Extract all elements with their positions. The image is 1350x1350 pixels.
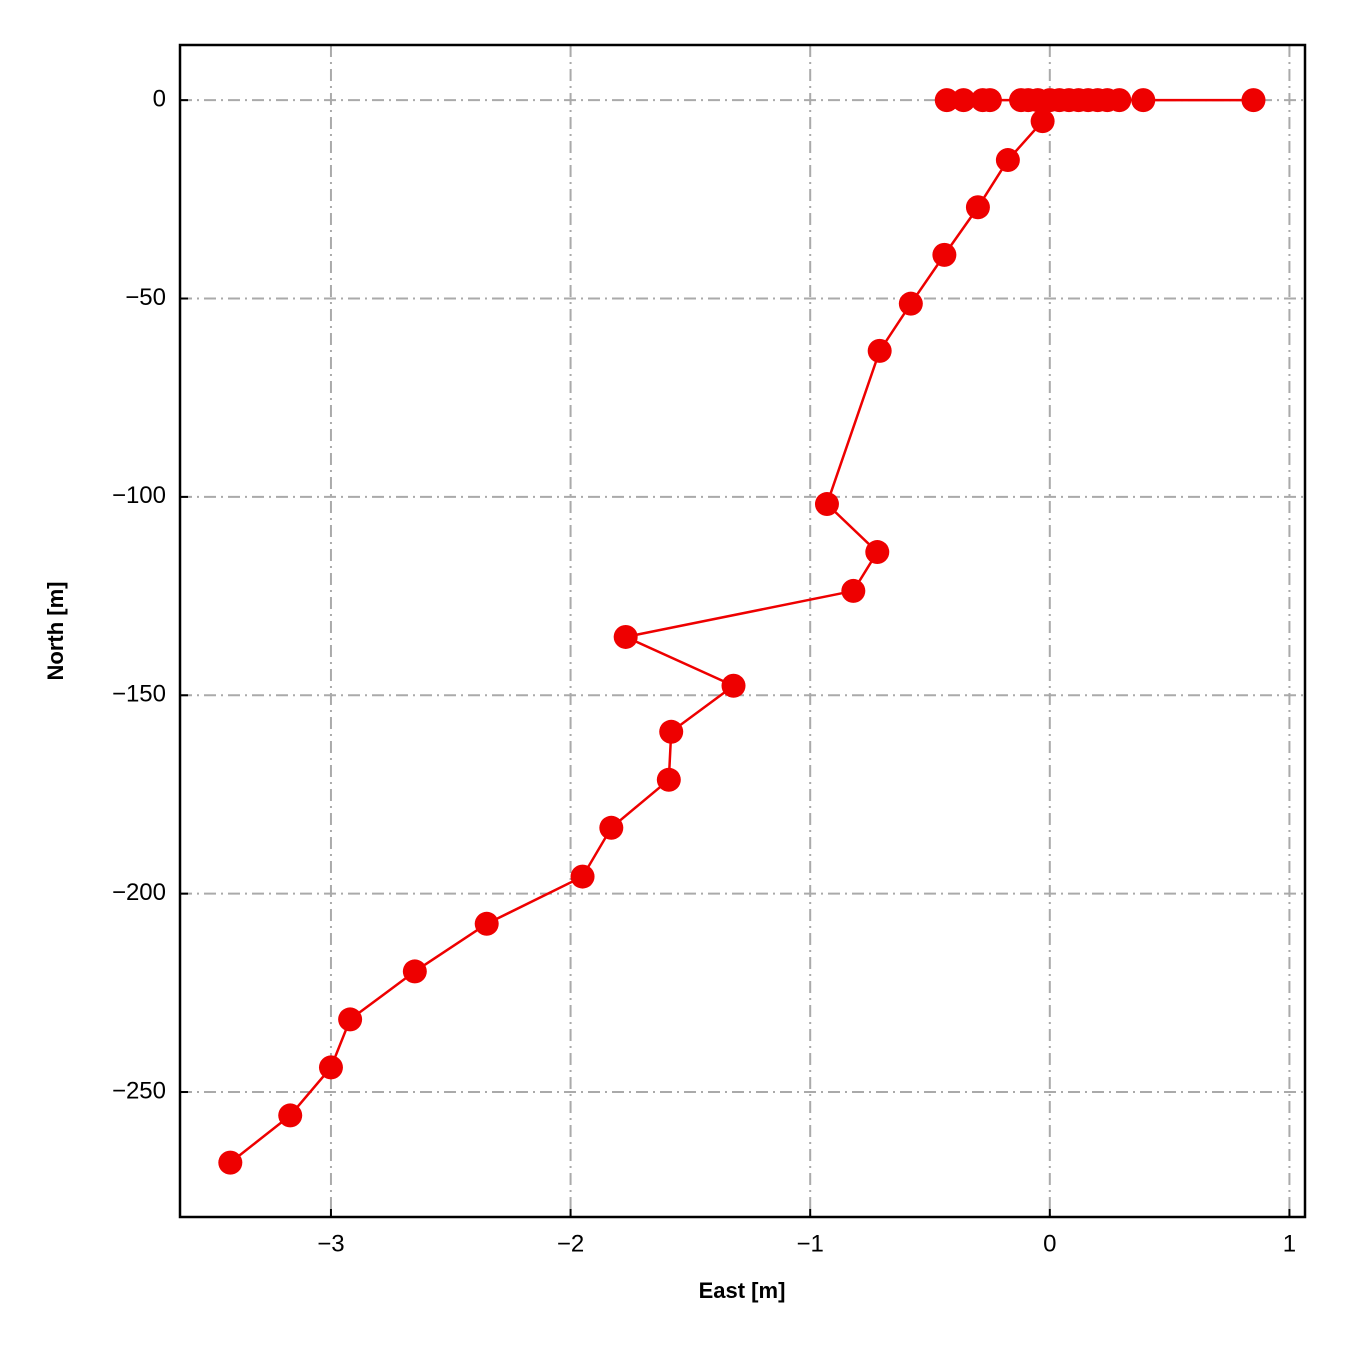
y-tick-label: −150 [112,681,166,708]
data-point [278,1103,303,1128]
data-point [656,767,681,792]
x-tick-label: −2 [557,1230,584,1257]
data-point [867,338,892,363]
data-point [932,242,957,267]
data-point [338,1007,363,1032]
y-axis-label: North [m] [43,582,68,681]
x-axis-label: East [m] [699,1278,786,1303]
data-point [977,88,1002,113]
data-point [951,88,976,113]
data-point [599,815,624,840]
y-tick-label: −50 [125,284,166,311]
data-point [814,492,839,517]
data-point [865,540,890,565]
data-point [474,911,499,936]
data-point [218,1150,243,1175]
data-point [318,1055,343,1080]
data-point [659,719,684,744]
data-point [1241,88,1266,113]
x-tick-label: 0 [1043,1230,1056,1257]
data-point [841,578,866,603]
y-tick-label: −200 [112,879,166,906]
data-point [965,195,990,220]
x-tick-label: 1 [1283,1230,1296,1257]
y-tick-label: 0 [153,85,166,112]
data-point [402,959,427,984]
data-point [1131,88,1156,113]
data-point [1037,88,1062,113]
data-point [613,624,638,649]
plot-frame [178,43,1307,1219]
x-tick-label: −3 [317,1230,344,1257]
data-point [995,148,1020,173]
y-tick-label: −250 [112,1077,166,1104]
data-point [721,673,746,698]
data-line [229,98,1254,1164]
data-point [934,88,959,113]
x-tick-label: −1 [797,1230,824,1257]
data-point [898,291,923,316]
data-point [1030,109,1055,134]
y-tick-label: −100 [112,482,166,509]
data-point [570,864,595,889]
